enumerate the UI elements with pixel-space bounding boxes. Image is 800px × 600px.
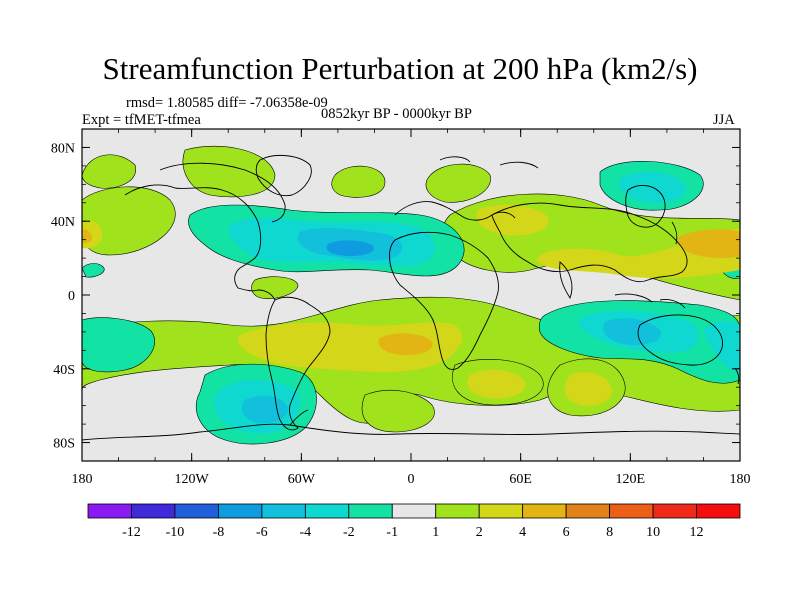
lat-tick-label: 80S: [53, 437, 75, 452]
colorbar-swatch: [522, 503, 567, 519]
colorbar-label: 10: [646, 525, 660, 540]
coast-greenland: [255, 154, 312, 197]
pos-contour-nw-atlantic: [82, 186, 176, 256]
colorbar-swatch: [696, 503, 741, 519]
pos2-contour-far-south: [467, 369, 526, 399]
experiment-label: Expt = tfMET-tfmea: [82, 112, 201, 128]
colorbar-label: 4: [519, 525, 526, 540]
colorbar-swatch: [87, 503, 132, 519]
coast-antarctic-peninsula: [289, 409, 309, 426]
colorbar-label: -1: [386, 525, 398, 540]
colorbar-label: -10: [166, 525, 185, 540]
plot-title: Streamfunction Perturbation at 200 hPa (…: [102, 51, 698, 86]
colorbar-swatch: [565, 503, 611, 519]
colorbar-swatch: [304, 503, 350, 519]
coast-japan: [671, 221, 678, 245]
lat-tick-label: 40N: [51, 215, 75, 230]
coast-north-america: [124, 184, 276, 301]
coast-africa: [389, 231, 499, 370]
lat-tick-label: 0: [68, 289, 75, 304]
coast-antarctica: [82, 423, 740, 441]
colorbar-label: 6: [563, 525, 570, 540]
coastlines: [82, 154, 740, 441]
pos4-contour-asia: [677, 229, 740, 259]
pos-contour-north-pacific: [82, 154, 137, 189]
coast-indonesia: [614, 293, 686, 309]
pos2-contour-south-atlantic: [564, 372, 613, 406]
colorbar-swatch: [652, 503, 697, 519]
lat-tick-label: 40S: [53, 363, 75, 378]
coast-east-asia: [625, 184, 666, 228]
colorbar-label: -4: [299, 525, 311, 540]
longitude-axis: 180 120W 60W 0 60E 120E 180: [72, 129, 751, 487]
pos-contour-northeast: [251, 276, 299, 299]
colorbar-swatch: [391, 503, 437, 519]
colorbar-label: -8: [213, 525, 225, 540]
colorbar-label: -6: [256, 525, 268, 540]
pos-contour-northwest: [182, 145, 276, 198]
coast-south-america: [265, 296, 331, 431]
neg-contour-tropical-west: [82, 263, 105, 278]
neg4-contour-indian-ocean: [602, 318, 661, 346]
stats-text: rmsd= 1.80585 diff= -7.06358e-09: [126, 95, 328, 111]
neg4-contour-south-pacific: [242, 395, 289, 424]
lon-tick-label: 120W: [175, 472, 210, 487]
lon-tick-label: 180: [72, 472, 93, 487]
colorbar-swatch: [478, 503, 524, 519]
coast-india: [559, 261, 573, 300]
colorbar-label: 2: [476, 525, 483, 540]
period-label: 0852kyr BP - 0000kyr BP: [321, 106, 472, 122]
coast-arctic-islands: [439, 156, 539, 169]
lon-tick-label: 180: [730, 472, 751, 487]
colorbar-label: 1: [432, 525, 439, 540]
pos4-contour-southern-band: [378, 333, 433, 356]
colorbar-label: 12: [690, 525, 704, 540]
lon-tick-label: 60W: [288, 472, 316, 487]
colorbar-swatch: [261, 503, 306, 519]
neg6-contour-atlantic: [326, 240, 374, 256]
lon-tick-label: 120E: [616, 472, 646, 487]
colorbar-swatch: [131, 503, 176, 519]
colorbar: -12 -10 -8 -6 -4 -2 -1 1 2 4 6 8 10 12: [87, 503, 741, 540]
pos-contour-south-pacific: [361, 389, 435, 433]
colorbar-label: 8: [606, 525, 613, 540]
neg-contour-west-pacific: [82, 317, 155, 373]
coast-canada: [159, 162, 286, 223]
colorbar-swatch: [174, 503, 219, 519]
pos-contour-asia-north: [425, 163, 491, 203]
coast-asia: [491, 202, 688, 283]
colorbar-label: -12: [122, 525, 141, 540]
lon-tick-label: 60E: [509, 472, 532, 487]
colorbar-swatch: [348, 503, 393, 519]
pos-contour-europe: [331, 165, 386, 198]
pos2-contour-europe: [476, 204, 549, 236]
lon-tick-label: 0: [408, 472, 415, 487]
lat-tick-label: 80N: [51, 141, 75, 156]
coast-australia: [637, 314, 723, 366]
latitude-axis: 80N 40N 0 40S 80S: [51, 128, 740, 462]
season-label: JJA: [713, 112, 735, 128]
coast-europe: [394, 201, 516, 221]
colorbar-swatch: [217, 503, 263, 519]
colorbar-label: -2: [343, 525, 355, 540]
colorbar-swatch: [435, 503, 480, 519]
colorbar-swatch: [609, 503, 654, 519]
